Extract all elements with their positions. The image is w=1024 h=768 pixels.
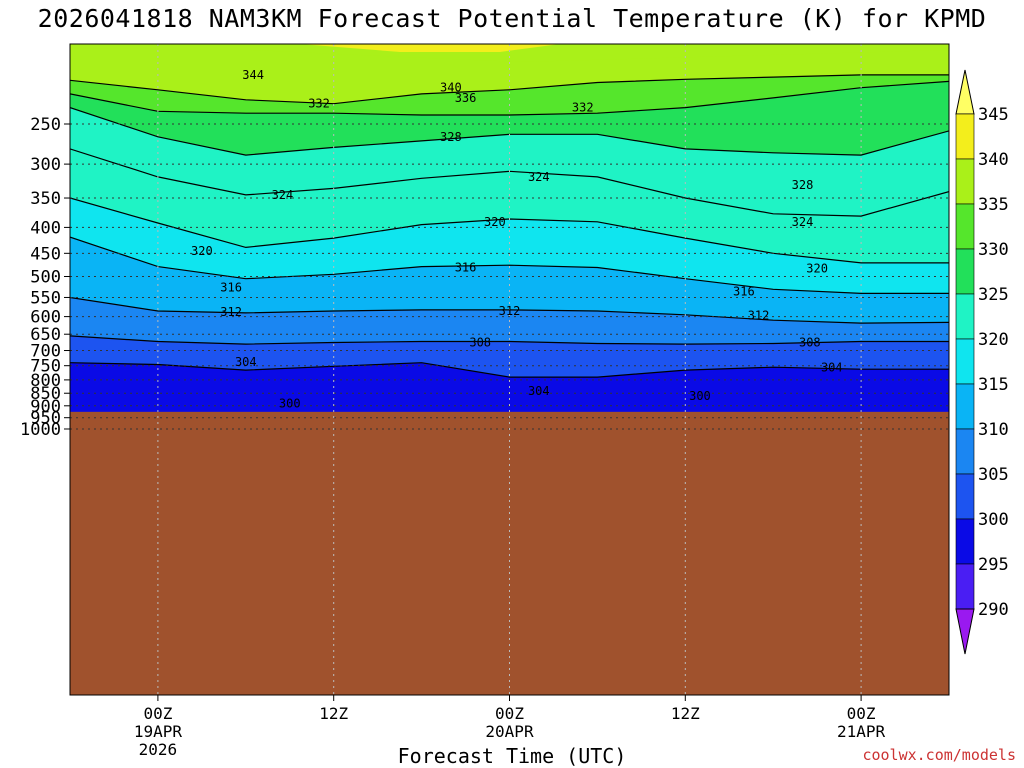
colorbar-swatch xyxy=(955,158,975,205)
contour-label: 324 xyxy=(528,170,550,184)
contour-label: 316 xyxy=(455,261,477,275)
contour-label: 320 xyxy=(484,215,506,229)
colorbar-swatch xyxy=(955,563,975,610)
y-tick-label: 300 xyxy=(30,155,61,175)
colorbar-label: 345 xyxy=(978,105,1009,125)
y-tick-label: 550 xyxy=(30,288,61,308)
credit-link[interactable]: coolwx.com/models xyxy=(862,746,1016,764)
colorbar-cap-top xyxy=(955,69,975,115)
colorbar-swatch xyxy=(955,293,975,340)
colorbar-swatch xyxy=(955,248,975,295)
colorbar-label: 305 xyxy=(978,465,1009,485)
contour-label: 300 xyxy=(279,396,301,410)
y-tick-label: 1000 xyxy=(20,420,61,440)
y-tick-label: 600 xyxy=(30,308,61,328)
contour-label: 328 xyxy=(440,130,462,144)
x-tick-label: 12Z xyxy=(319,704,348,723)
terrain-fill xyxy=(70,411,949,695)
contour-label: 304 xyxy=(821,360,843,374)
x-tick-label: 2026 xyxy=(139,740,178,759)
contour-label: 316 xyxy=(220,281,242,295)
colorbar: 290 295 300 305 310 315 320 325 330 335 340 345 xyxy=(955,69,1009,655)
contour-label: 328 xyxy=(792,178,814,192)
band-345 xyxy=(300,44,560,52)
contour-label: 316 xyxy=(733,284,755,298)
chart-title: 2026041818 NAM3KM Forecast Potential Tem… xyxy=(37,4,987,33)
x-tick-label: 00Z xyxy=(143,704,172,723)
contour-label: 324 xyxy=(792,215,814,229)
y-tick-label: 950 xyxy=(30,409,61,429)
y-axis: 2503003504004505005506006507007508008509… xyxy=(20,115,70,440)
contour-label: 308 xyxy=(799,336,821,350)
colorbar-label: 295 xyxy=(978,555,1009,575)
terrain-surface xyxy=(70,411,949,695)
colorbar-label: 315 xyxy=(978,375,1009,395)
y-tick-label: 800 xyxy=(30,371,61,391)
grid-lines xyxy=(70,44,949,695)
contour-label: 304 xyxy=(528,384,550,398)
isentrope-336 xyxy=(70,74,949,105)
x-axis-label: Forecast Time (UTC) xyxy=(397,744,627,768)
colorbar-label: 325 xyxy=(978,285,1009,305)
colorbar-swatch xyxy=(955,518,975,565)
y-tick-label: 250 xyxy=(30,115,61,135)
colorbar-swatch xyxy=(955,338,975,385)
contour-label: 320 xyxy=(806,261,828,275)
colorbar-swatch xyxy=(955,203,975,250)
contour-label: 312 xyxy=(499,304,521,318)
colorbar-label: 320 xyxy=(978,330,1009,350)
contour-label: 312 xyxy=(220,305,242,319)
isentrope-308 xyxy=(70,335,949,345)
colorbar-label: 290 xyxy=(978,600,1009,620)
x-tick-label: 00Z xyxy=(495,704,524,723)
contour-label: 332 xyxy=(572,101,594,115)
y-tick-label: 350 xyxy=(30,189,61,209)
y-tick-label: 850 xyxy=(30,384,61,404)
contour-label: 344 xyxy=(242,68,264,82)
contour-label: 312 xyxy=(748,309,770,323)
contour-label: 332 xyxy=(308,97,330,111)
isentrope-304 xyxy=(70,362,949,378)
contour-label: 300 xyxy=(689,389,711,403)
colorbar-label: 340 xyxy=(978,150,1009,170)
x-tick-label: 20APR xyxy=(485,722,534,741)
y-tick-label: 750 xyxy=(30,357,61,377)
y-tick-label: 700 xyxy=(30,342,61,362)
band-340 xyxy=(70,44,948,62)
y-tick-label: 400 xyxy=(30,218,61,238)
contour-label: 324 xyxy=(272,188,294,202)
contour-label: 340 xyxy=(440,81,462,95)
x-tick-label: 12Z xyxy=(671,704,700,723)
isentrope-316 xyxy=(70,236,949,294)
colorbar-label: 330 xyxy=(978,240,1009,260)
colorbar-swatch xyxy=(955,428,975,475)
colorbar-label: 300 xyxy=(978,510,1009,530)
band-336 xyxy=(70,44,949,104)
x-tick-label: 21APR xyxy=(837,722,886,741)
x-tick-label: 19APR xyxy=(134,722,183,741)
contour-label: 308 xyxy=(469,336,491,350)
contour-label: 336 xyxy=(455,91,477,105)
colorbar-label: 335 xyxy=(978,195,1009,215)
y-tick-label: 650 xyxy=(30,325,61,345)
colorbar-swatch xyxy=(955,383,975,430)
contour-label: 304 xyxy=(235,355,257,369)
colorbar-label: 310 xyxy=(978,420,1009,440)
x-tick-label: 00Z xyxy=(847,704,876,723)
colorbar-swatch xyxy=(955,473,975,520)
contour-label: 320 xyxy=(191,244,213,258)
y-tick-label: 450 xyxy=(30,244,61,264)
isentrope-332 xyxy=(70,80,949,116)
y-tick-label: 500 xyxy=(30,267,61,287)
colorbar-swatch xyxy=(955,113,975,160)
colorbar-cap-bottom xyxy=(955,608,975,655)
y-tick-label: 900 xyxy=(30,397,61,417)
